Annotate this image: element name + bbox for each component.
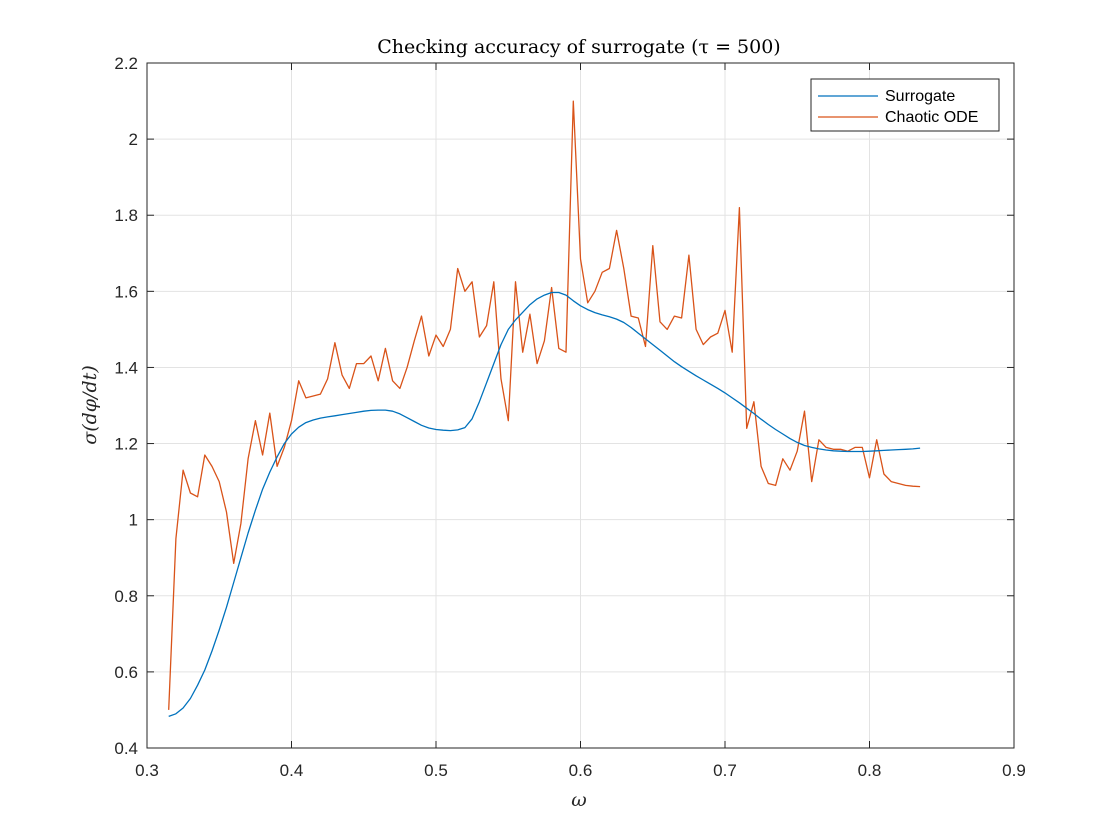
legend-label-chaotic-ode: Chaotic ODE: [885, 109, 978, 126]
y-tick-label: 2: [129, 130, 138, 149]
x-tick-label: 0.6: [569, 761, 593, 780]
x-axis-label: ω: [571, 789, 587, 811]
x-tick-label: 0.3: [135, 761, 159, 780]
tick-marks: [146, 62, 1015, 749]
series-line-chaotic-ode: [168, 100, 921, 710]
y-tick-label: 1: [129, 511, 138, 530]
chart-title: Checking accuracy of surrogate (τ = 500): [377, 36, 780, 58]
x-tick-label: 0.8: [858, 761, 882, 780]
y-tick-label: 1.6: [114, 282, 138, 301]
x-tick-label: 0.7: [713, 761, 737, 780]
legend-label-surrogate: Surrogate: [885, 88, 955, 105]
y-axis-label: σ(dφ/dt): [79, 365, 101, 444]
y-tick-label: 0.8: [114, 587, 138, 606]
series-line-surrogate: [168, 291, 921, 718]
y-tick-label: 2.2: [114, 54, 138, 73]
y-tick-label: 1.4: [114, 358, 138, 377]
x-tick-labels: 0.3 0.4 0.5 0.6 0.7 0.8 0.9: [135, 761, 1026, 780]
x-tick-label: 0.5: [424, 761, 448, 780]
x-tick-label: 0.4: [280, 761, 304, 780]
legend-box: [810, 78, 1000, 132]
x-tick-label: 0.9: [1002, 761, 1026, 780]
series-layer: [168, 100, 921, 718]
y-tick-label: 0.4: [114, 739, 138, 758]
y-tick-labels: 0.4 0.6 0.8 1 1.2 1.4 1.6 1.8 2 2.2: [114, 54, 138, 758]
y-tick-label: 0.6: [114, 663, 138, 682]
y-tick-label: 1.8: [114, 206, 138, 225]
legend: Surrogate Chaotic ODE: [810, 78, 1000, 132]
y-tick-label: 1.2: [114, 435, 138, 454]
